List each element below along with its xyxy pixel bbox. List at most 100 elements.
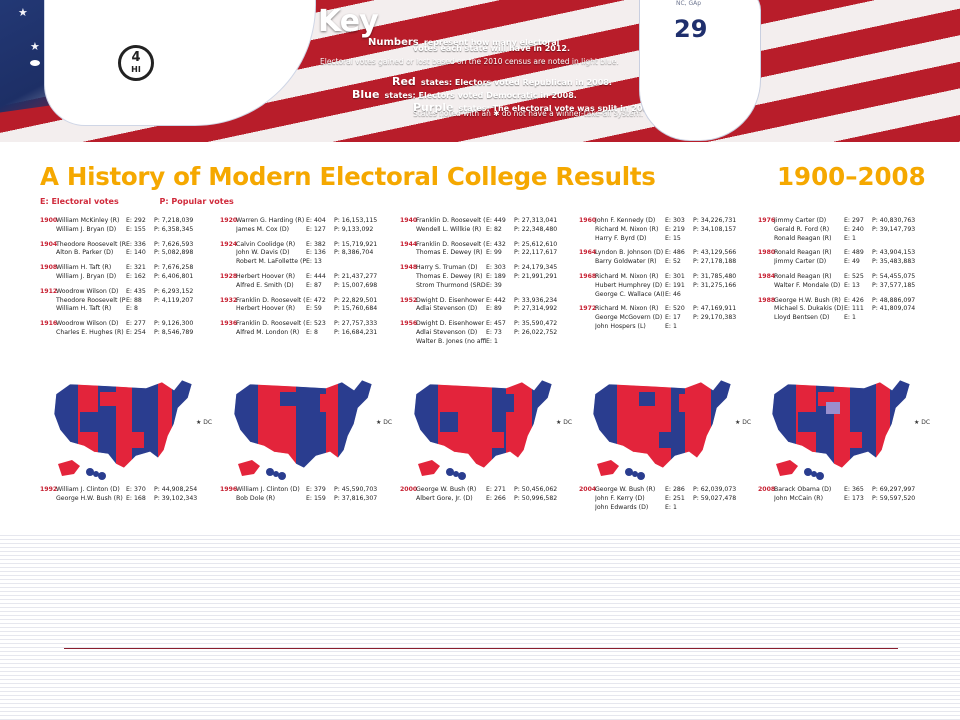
candidate-name: Dwight D. Eisenhower (R) (416, 320, 486, 328)
candidate-name: Warren G. Harding (R) (236, 217, 305, 224)
popular-votes: P: 15,007,698 (334, 281, 378, 289)
election-year (400, 249, 416, 258)
state-region (864, 380, 876, 468)
candidate-row: Bob Dole (R) E: 159 P: 37,816,307 (220, 495, 396, 504)
split-state (826, 402, 840, 414)
popular-votes: P: 6,406,801 (154, 272, 194, 280)
state-region (278, 380, 296, 468)
election-year: 1956 (400, 320, 418, 328)
election-entry: 1988 George H.W. Bush (R) E: 426 P: 48,886,… (758, 297, 934, 323)
electoral-votes: E: 39 (486, 281, 502, 289)
election-year: 1952 (400, 296, 418, 304)
key-title: Key (318, 4, 379, 39)
election-entry: 1972 Richard M. Nixon (R) E: 520 P: 47,169,… (579, 305, 755, 331)
candidate-name: Herbert Hoover (R) (236, 272, 296, 280)
electoral-votes: E: 73 (486, 328, 502, 336)
candidate-name: Ronald Reagan (R) (774, 249, 832, 257)
election-year (400, 282, 416, 291)
popular-votes: P: 31,785,480 (693, 272, 737, 280)
map-outline (592, 379, 732, 469)
electoral-votes: E: 59 (306, 305, 322, 313)
key-line-votes: votes each state will have in 2012. (413, 44, 571, 53)
candidate-name: Walter B. Jones (no affiliation) (416, 337, 486, 345)
key-text-blue: states: Electors voted Democratic in 200… (384, 91, 577, 100)
candidate-row: 1988 George H.W. Bush (R) E: 426 P: 48,886,… (758, 297, 934, 306)
florida-electoral-number: 29 (674, 15, 708, 43)
candidate-name: Lloyd Bentsen (D) (774, 314, 830, 322)
key-lead-red: Red (392, 75, 416, 88)
popular-votes: P: 5,082,898 (154, 249, 194, 257)
candidate-name: George C. Wallace (AI) (595, 290, 665, 298)
candidate-row: 1900 William McKinley (R) E: 292 P: 7,218,0… (40, 217, 216, 226)
map-fragment-florida (640, 0, 760, 140)
candidate-row: John W. Davis (D) E: 136 P: 8,386,704 (220, 249, 396, 258)
candidate-row: Charles E. Hughes (R) E: 254 P: 8,546,789 (40, 329, 216, 338)
electoral-votes: E: 173 (844, 494, 864, 502)
electoral-votes: E: 266 (486, 494, 506, 502)
election-year: 1972 (579, 305, 597, 313)
election-entry: 1984 Ronald Reagan (R) E: 525 P: 54,455,075… (758, 273, 934, 291)
electoral-history-poster: A History of Modern Electoral College Re… (0, 142, 960, 532)
us-election-map: ★ DC (53, 379, 212, 480)
election-year (220, 329, 236, 338)
recent-election: 1996 William J. Clinton (D) E: 379 P: 45,59… (220, 486, 396, 510)
electoral-votes: E: 8 (306, 328, 318, 336)
election-year (758, 258, 774, 267)
electoral-votes: E: 136 (306, 249, 326, 257)
candidate-row: 1992 William J. Clinton (D) E: 370 P: 44,90… (40, 486, 216, 495)
poster-title: A History of Modern Electoral College Re… (40, 162, 656, 191)
hawaii-shape (98, 472, 106, 480)
popular-votes: P: 8,546,789 (154, 328, 194, 336)
electoral-votes: E: 254 (126, 328, 146, 336)
hawaii-shape (86, 468, 94, 476)
election-year: 1968 (579, 272, 597, 280)
candidate-name: Harry F. Byrd (D) (595, 234, 647, 242)
candidate-name: Albert Gore, Jr. (D) (416, 494, 473, 502)
key-text-red: states: Electors voted Republican in 200… (420, 78, 612, 87)
us-election-map: ★ DC (771, 379, 930, 480)
election-entry: 1968 Richard M. Nixon (R) E: 301 P: 31,785,… (579, 273, 755, 299)
poster-year-range: 1900–2008 (777, 162, 926, 191)
popular-votes: P: 43,904,153 (872, 249, 916, 257)
election-year (579, 323, 595, 332)
popular-votes: P: 27,757,333 (334, 320, 378, 328)
hawaii-shape (625, 468, 633, 476)
election-year: 1940 (400, 217, 418, 224)
vote-legend: E: Electoral votes P: Popular votes (40, 197, 234, 206)
election-entry: 2000 George W. Bush (R) E: 271 P: 50,456,06… (400, 486, 576, 504)
popular-votes (693, 323, 749, 332)
election-year (758, 495, 774, 504)
candidate-name: Dwight D. Eisenhower (R) (416, 296, 486, 304)
state-region (480, 432, 504, 448)
popular-votes: P: 44,908,254 (154, 486, 198, 493)
electoral-votes: E: 457 (486, 320, 506, 328)
popular-votes: P: 37,577,185 (872, 281, 916, 289)
state-region (858, 394, 872, 412)
electoral-votes: E: 49 (844, 258, 860, 266)
electoral-votes: E: 382 (306, 240, 326, 248)
electoral-votes: E: 251 (665, 494, 685, 502)
electoral-votes: E: 303 (665, 217, 685, 224)
electoral-votes: E: 321 (126, 264, 146, 272)
candidate-name: George W. Bush (R) (595, 486, 656, 493)
state-region (338, 380, 352, 468)
electoral-votes: E: 486 (665, 249, 685, 257)
electoral-votes: E: 286 (665, 486, 685, 493)
state-region (532, 380, 552, 468)
popular-votes: P: 35,590,472 (514, 320, 558, 328)
election-year (579, 291, 595, 300)
popular-votes (154, 305, 210, 314)
popular-votes: P: 4,119,207 (154, 296, 194, 304)
candidate-name: Charles E. Hughes (R) (56, 328, 124, 336)
candidate-row: 1928 Herbert Hoover (R) E: 444 P: 21,437,27… (220, 273, 396, 282)
candidate-name: John F. Kerry (D) (595, 494, 645, 502)
candidate-row: 1976 Jimmy Carter (D) E: 297 P: 40,830,763 (758, 217, 934, 226)
electoral-votes: E: 365 (844, 486, 864, 493)
candidate-name: William McKinley (R) (56, 217, 120, 224)
candidate-name: Thomas E. Dewey (R) (416, 249, 483, 257)
candidate-name: Robert M. LaFollette (P) (236, 258, 306, 266)
election-year: 1900 (40, 217, 58, 224)
key-line-purple: Purple states: The electoral vote was sp… (413, 96, 657, 115)
hawaii-shape (637, 472, 645, 480)
